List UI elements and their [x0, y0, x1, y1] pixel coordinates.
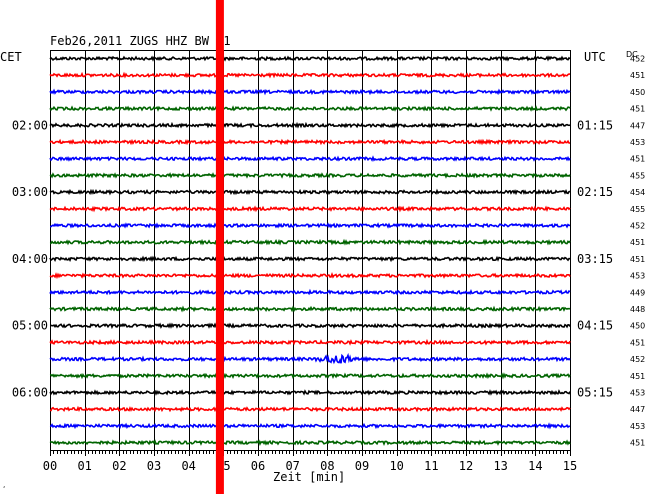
utc-time-label: 01:15 — [577, 118, 613, 132]
trace-line — [49, 172, 571, 179]
dc-offset-labels: 452 451 450 451 447 453 451 455 454 455 452 451 451 4… — [630, 55, 645, 448]
dc-value: 451 — [630, 255, 645, 264]
dc-value: 455 — [630, 205, 645, 214]
dc-value: 453 — [630, 138, 645, 147]
dc-value: 451 — [630, 238, 645, 247]
x-tick-label: 13 — [493, 459, 507, 473]
x-tick-label: 12 — [459, 459, 473, 473]
utc-time-label: 05:15 — [577, 386, 613, 400]
x-tick-label: 02 — [112, 459, 126, 473]
dc-value: 455 — [630, 171, 645, 180]
dc-value: 449 — [630, 288, 645, 297]
x-tick-label: 10 — [389, 459, 403, 473]
trace-line — [49, 55, 571, 62]
x-axis-label: Zeit [min] — [273, 470, 345, 484]
corner-mark: ‚ — [3, 481, 5, 489]
dc-value: 453 — [630, 422, 645, 431]
dc-value: 451 — [630, 439, 645, 448]
x-tick-label: 11 — [424, 459, 438, 473]
trace-line — [49, 372, 571, 380]
dc-value: 448 — [630, 305, 645, 314]
plot-grid — [50, 50, 571, 450]
x-tick-label: 01 — [77, 459, 91, 473]
dc-value: 454 — [630, 188, 645, 197]
event-marker-line — [215, 0, 224, 494]
cet-time-label: 03:00 — [12, 185, 48, 199]
trace-line — [49, 155, 571, 162]
trace-line — [49, 272, 571, 280]
trace-line — [49, 439, 571, 446]
trace-line — [49, 305, 571, 313]
dc-value: 453 — [630, 272, 645, 281]
cet-time-label: 04:00 — [12, 252, 48, 266]
cet-time-label: 06:00 — [12, 386, 48, 400]
trace-line — [49, 389, 571, 396]
x-tick-label: 15 — [563, 459, 577, 473]
trace-line — [49, 121, 571, 129]
trace-line — [49, 288, 571, 296]
utc-time-label: 04:15 — [577, 319, 613, 333]
dc-value: 447 — [630, 121, 645, 130]
x-tick-label: 03 — [147, 459, 161, 473]
trace-line — [49, 222, 571, 229]
dc-value: 452 — [630, 222, 645, 231]
utc-zone-label: UTC — [584, 50, 606, 64]
utc-time-label: 03:15 — [577, 252, 613, 266]
x-tick-label: 04 — [181, 459, 195, 473]
cet-time-label: 05:00 — [12, 319, 48, 333]
seismic-traces — [49, 55, 571, 446]
dc-header-label: DC — [626, 50, 638, 59]
x-tick-label: 14 — [528, 459, 542, 473]
trace-line — [49, 422, 571, 430]
x-tick-label: 07 — [285, 459, 299, 473]
trace-line — [49, 188, 571, 196]
dc-value: 451 — [630, 338, 645, 347]
x-tick-label: 00 — [43, 459, 57, 473]
dc-value: 452 — [630, 55, 645, 64]
trace-line — [49, 322, 571, 330]
trace-line — [49, 238, 571, 246]
trace-line — [49, 255, 571, 263]
dc-value: 451 — [630, 372, 645, 381]
trace-line — [49, 88, 571, 96]
dc-value: 453 — [630, 389, 645, 398]
cet-time-label: 02:00 — [12, 118, 48, 132]
trace-line — [49, 352, 571, 365]
dc-value: 447 — [630, 405, 645, 414]
x-tick-label: 08 — [320, 459, 334, 473]
dc-value: 450 — [630, 322, 645, 331]
x-tick-label: 09 — [355, 459, 369, 473]
dc-value: 450 — [630, 88, 645, 97]
dc-value: 452 — [630, 355, 645, 364]
trace-line — [49, 138, 571, 146]
x-tick-label: 06 — [251, 459, 265, 473]
dc-value: 451 — [630, 105, 645, 114]
trace-line — [49, 338, 571, 346]
utc-time-labels: 01:15 02:15 03:15 04:15 05:15 — [577, 118, 613, 399]
trace-line — [49, 71, 571, 79]
dc-value: 451 — [630, 155, 645, 164]
trace-line — [49, 205, 571, 213]
cet-zone-label: CET — [0, 50, 22, 64]
trace-line — [49, 405, 571, 413]
dc-value: 451 — [630, 71, 645, 80]
trace-line — [49, 105, 571, 112]
cet-time-labels: 02:00 03:00 04:00 05:00 06:00 — [12, 118, 48, 399]
chart-title: Feb26,2011 ZUGS HHZ BW 01 — [50, 34, 231, 48]
utc-time-label: 02:15 — [577, 185, 613, 199]
